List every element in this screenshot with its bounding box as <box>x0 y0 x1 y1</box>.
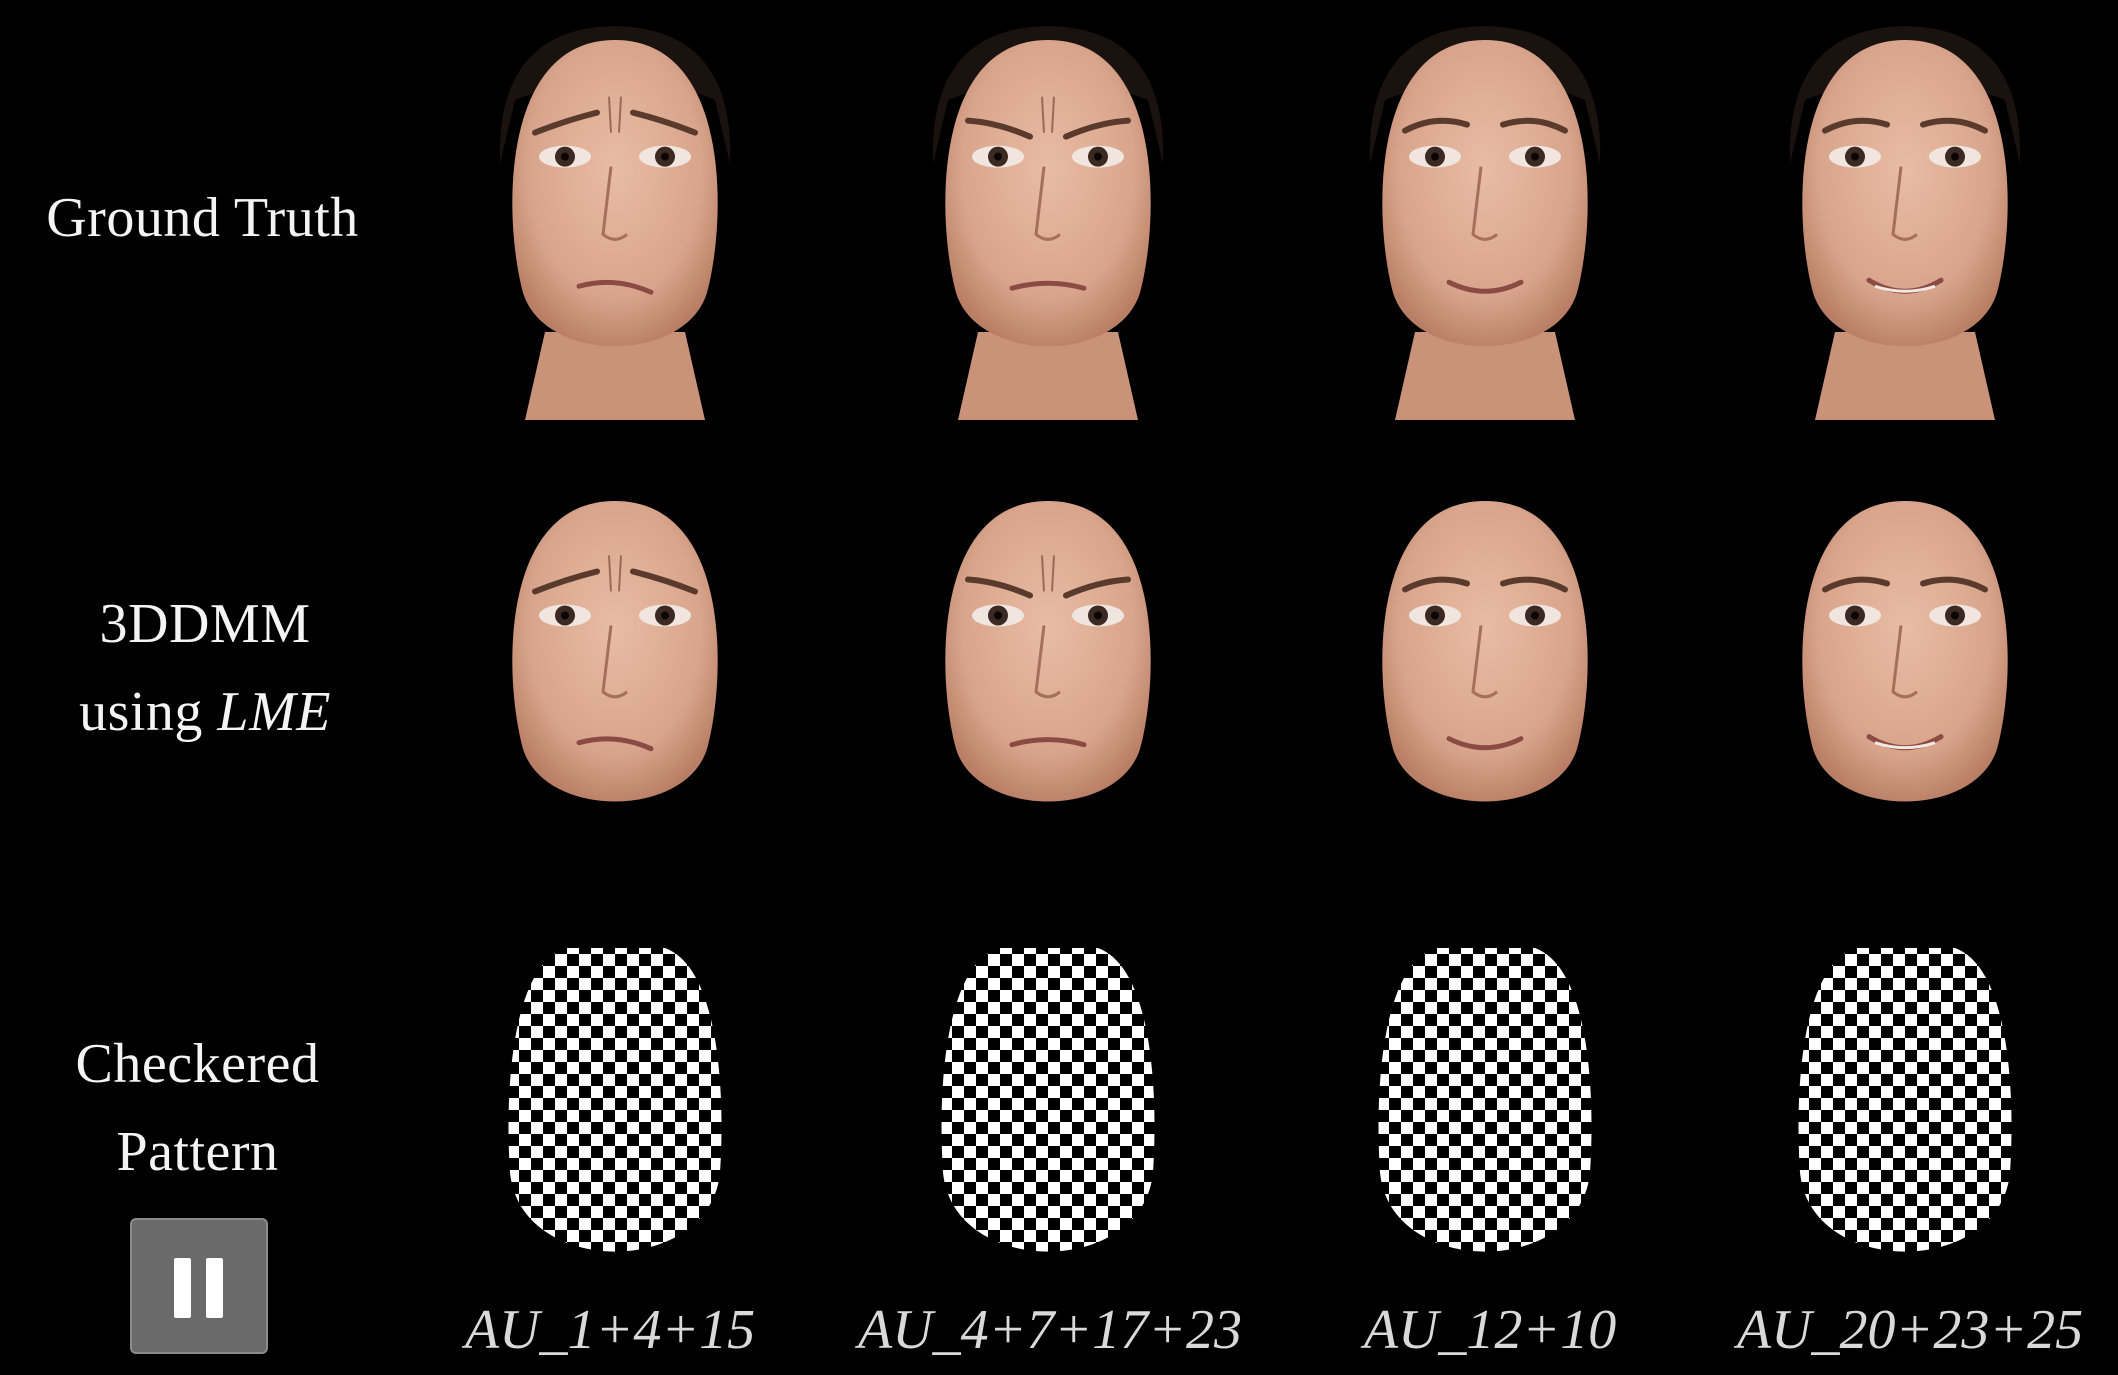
checker-face-image <box>1365 942 1605 1282</box>
gt-face-2 <box>878 20 1218 420</box>
checker-face-4 <box>1785 942 2025 1282</box>
face-image <box>878 20 1218 420</box>
row-label-3ddmm-line2: using LME <box>0 668 410 756</box>
face-shape <box>945 501 1150 802</box>
face-image <box>1315 20 1655 420</box>
face-shape <box>512 40 717 346</box>
face-shape <box>1802 501 2007 802</box>
row-label-3ddmm-lme: LME <box>217 681 331 743</box>
face-shape <box>1382 501 1587 802</box>
checker-face-2 <box>928 942 1168 1282</box>
face-image <box>1735 20 2075 420</box>
au-label-1: AU_1+4+15 <box>430 1290 790 1370</box>
row-label-3ddmm-using: using <box>79 681 217 743</box>
au-label-2: AU_4+7+17+23 <box>820 1290 1280 1370</box>
checker-mesh <box>1379 948 1592 1252</box>
row-label-ground-truth-text: Ground Truth <box>46 187 359 249</box>
row-label-3ddmm-line1: 3DDMM <box>0 580 410 668</box>
face-shape <box>512 501 717 802</box>
face-image <box>1775 495 2035 825</box>
face-image <box>485 495 745 825</box>
checker-mesh <box>1799 948 2012 1252</box>
checker-face-image <box>928 942 1168 1282</box>
checker-face-image <box>1785 942 2025 1282</box>
gt-face-4 <box>1735 20 2075 420</box>
model-face-2 <box>918 495 1178 825</box>
row-label-ground-truth: Ground Truth <box>0 174 405 262</box>
row-label-checkered-pattern: Checkered Pattern <box>0 1020 395 1196</box>
pause-button[interactable] <box>130 1218 268 1354</box>
checker-face-image <box>495 942 735 1282</box>
row-label-checkered-line2: Pattern <box>0 1108 395 1196</box>
checker-mesh <box>509 948 722 1252</box>
model-face-3 <box>1355 495 1615 825</box>
face-shape <box>945 40 1150 346</box>
face-image <box>1355 495 1615 825</box>
face-shape <box>1802 40 2007 346</box>
face-image <box>445 20 785 420</box>
face-shape <box>1382 40 1587 346</box>
au-label-4: AU_20+23+25 <box>1710 1290 2110 1370</box>
checker-face-3 <box>1365 942 1605 1282</box>
model-face-4 <box>1775 495 2035 825</box>
row-label-3ddmm: 3DDMM using LME <box>0 580 410 756</box>
checker-mesh <box>942 948 1155 1252</box>
face-image <box>918 495 1178 825</box>
au-label-3: AU_12+10 <box>1300 1290 1680 1370</box>
gt-face-1 <box>445 20 785 420</box>
checker-face-1 <box>495 942 735 1282</box>
gt-face-3 <box>1315 20 1655 420</box>
row-label-checkered-line1: Checkered <box>0 1020 395 1108</box>
model-face-1 <box>485 495 745 825</box>
